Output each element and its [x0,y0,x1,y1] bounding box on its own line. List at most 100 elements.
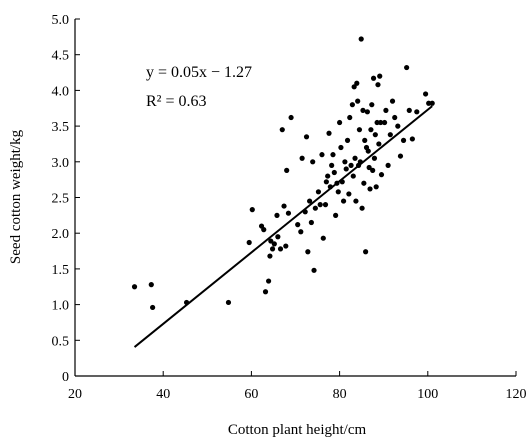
data-point [349,102,355,108]
data-point [333,212,339,218]
data-point [367,186,373,192]
data-point [275,234,281,240]
data-point [363,249,369,255]
data-point [131,284,138,290]
data-point [397,153,404,159]
data-point [383,107,389,113]
data-point [364,109,370,115]
data-point [387,132,393,138]
data-point [340,198,347,204]
x-tick-label: 40 [156,387,170,402]
x-axis-title: Cotton plant height/cm [228,422,367,438]
data-point [369,102,375,108]
data-point [295,222,301,228]
data-point [303,134,310,140]
x-tick-label: 20 [68,387,82,402]
data-point [319,152,325,158]
y-tick-label: 1.0 [52,299,70,314]
data-point [322,202,329,208]
data-point [395,123,401,129]
data-point [277,246,284,252]
data-point [249,207,255,213]
data-point [406,107,412,113]
data-point [325,173,331,179]
data-point [335,189,341,195]
data-point [414,109,420,115]
data-point [365,148,371,154]
data-point [285,210,292,216]
data-point [320,235,326,241]
data-point [326,130,332,136]
data-point [392,114,398,121]
r-squared-annotation: R² = 0.63 [146,93,207,110]
data-point [381,119,388,126]
data-point [361,180,367,186]
data-point [269,246,276,252]
trendline-group [133,105,433,348]
data-point [351,84,357,90]
data-point [342,159,348,165]
y-tick-label: 5.0 [52,13,70,28]
y-tick-label: 4.5 [52,49,70,64]
trendline [133,105,433,348]
data-point [352,155,358,161]
data-point [385,162,391,168]
data-point [371,155,378,161]
data-point [354,80,360,86]
y-axis-title: Seed cotton weight/kg [8,129,24,264]
data-point [307,198,313,204]
axes: 0 0.5 1.0 1.5 2.0 2.5 3.0 3.5 4.0 4.5 5.0 20 40 60 80 1… [52,13,527,402]
data-point [267,253,273,259]
data-point [271,241,277,247]
data-point [422,91,429,97]
data-point [359,205,365,211]
y-tick-label: 0 [62,370,69,385]
data-point [274,212,280,218]
data-point [378,172,385,178]
y-tick-label: 2.0 [52,227,70,242]
data-point [347,114,353,121]
y-tick-label: 3.5 [52,120,70,135]
data-point [366,164,372,171]
data-point [246,239,252,246]
data-point [150,304,156,311]
data-point [409,136,415,142]
data-point [356,127,363,133]
x-tick-label: 80 [333,387,347,402]
data-point [329,162,335,168]
data-point [323,179,329,185]
data-point [305,249,311,255]
data-point [368,127,374,133]
data-point [312,205,318,211]
data-point [262,289,269,295]
data-point [389,98,396,104]
x-tick-label: 100 [417,387,438,402]
data-point [375,82,381,88]
data-point [310,159,316,165]
data-points [131,36,435,311]
data-point [370,167,376,173]
data-point [377,73,383,79]
data-point [225,299,232,306]
data-point [378,119,384,126]
data-point [265,278,272,284]
data-point [348,162,354,168]
data-point [370,75,377,81]
data-point [284,167,290,173]
data-point [373,184,379,190]
data-point [429,100,435,106]
data-point [315,189,322,195]
data-point [372,132,378,138]
data-point [404,64,410,71]
x-tick-label: 120 [506,387,527,402]
data-point [376,141,382,147]
data-point [343,166,349,172]
data-point [288,114,294,121]
y-tick-label: 2.5 [52,192,70,207]
data-point [279,127,285,133]
y-tick-label: 4.0 [52,84,70,99]
data-point [283,243,289,249]
data-point [331,169,337,176]
data-point [268,238,274,244]
